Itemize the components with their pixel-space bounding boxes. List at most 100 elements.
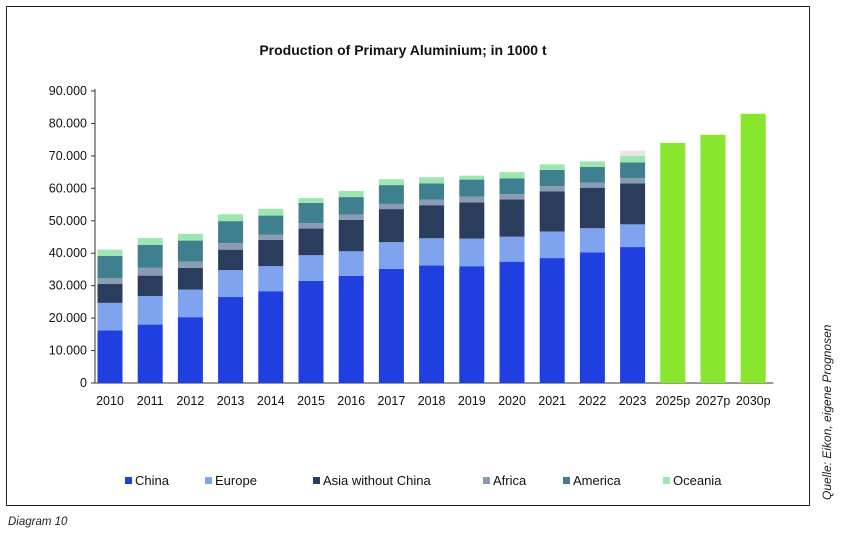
legend-swatch	[483, 477, 490, 484]
x-tick-label: 2010	[96, 394, 124, 408]
bar-segment	[499, 172, 525, 179]
bar-segment	[620, 155, 646, 163]
legend-swatch	[563, 477, 570, 484]
forecast-bar	[700, 134, 726, 383]
legend-swatch	[313, 477, 320, 484]
bar-segment	[177, 240, 203, 262]
bar-segment	[419, 199, 445, 206]
legend-label: China	[135, 473, 170, 488]
legend-label: America	[573, 473, 621, 488]
y-tick-label: 20.000	[49, 311, 87, 325]
bar-segment	[419, 238, 445, 266]
bar-segment	[338, 275, 364, 383]
x-tick-label: 2011	[137, 394, 164, 408]
bar-segment	[378, 242, 404, 269]
bar-segment	[579, 228, 605, 253]
bar-segment	[539, 169, 565, 187]
forecast-bar	[740, 113, 766, 383]
bar-segment	[620, 183, 646, 225]
bar-segment	[579, 161, 605, 167]
bar-segment	[298, 223, 324, 229]
bar-segment	[97, 284, 123, 303]
bar-segment	[258, 266, 284, 292]
x-tick-label: 2020	[498, 394, 526, 408]
bar-segment	[579, 187, 605, 229]
y-tick-label: 70.000	[49, 149, 87, 163]
bar-segment	[97, 330, 123, 383]
y-tick-label: 80.000	[49, 116, 87, 130]
bar-segment	[298, 228, 324, 256]
bar-segment	[459, 196, 485, 203]
bar-segment	[177, 289, 203, 318]
bar-segment	[137, 275, 163, 297]
bar-segment	[218, 270, 244, 298]
bar-segment	[539, 231, 565, 259]
legend-label: Africa	[493, 473, 527, 488]
bar-segment	[97, 255, 123, 279]
legend-swatch	[125, 477, 132, 484]
bar-segment	[620, 162, 646, 178]
plot-area: 0 10.000 20.000 30.000 40.000 50.000 60.000 70.…	[49, 84, 774, 408]
legend-swatch	[663, 477, 670, 484]
bar-segment	[499, 236, 525, 262]
bar-segment	[539, 258, 565, 383]
bar-segment	[579, 182, 605, 188]
bar-segment	[177, 317, 203, 383]
x-tick-label: 2027p	[696, 394, 731, 408]
bar-segment	[97, 249, 123, 256]
bar-segment	[258, 239, 284, 267]
bar-segment	[579, 166, 605, 183]
y-tick-label: 50.000	[49, 214, 87, 228]
bar-segment	[459, 202, 485, 239]
bar-segment	[419, 183, 445, 200]
bar-segment	[378, 185, 404, 204]
legend-swatch	[205, 477, 212, 484]
x-tick-label: 2018	[418, 394, 446, 408]
bar-segment	[539, 186, 565, 192]
bar-segment	[338, 197, 364, 215]
bar-segment	[378, 209, 404, 243]
x-tick-label: 2012	[176, 394, 204, 408]
bar-segment	[218, 297, 244, 383]
bar-segment	[579, 252, 605, 383]
bar-segment	[177, 233, 203, 241]
bar-segment	[177, 267, 203, 290]
y-tick-label: 0	[80, 376, 87, 390]
bar-segment	[218, 214, 244, 222]
bar-segment	[378, 203, 404, 210]
bar-segment	[298, 255, 324, 281]
legend: China Europe Asia without China Africa Ameri…	[125, 473, 722, 488]
y-tick-label: 60.000	[49, 181, 87, 195]
y-tick-label: 30.000	[49, 279, 87, 293]
bar-segment	[298, 198, 324, 203]
bar-segment	[459, 238, 485, 267]
chart-svg: Production of Primary Aluminium; in 1000…	[49, 42, 774, 488]
bar-segment	[218, 221, 244, 244]
bar-segment	[459, 266, 485, 383]
bar-segment	[97, 278, 123, 285]
legend-label: Oceania	[673, 473, 722, 488]
bar-segment	[539, 164, 565, 170]
y-tick-label: 90.000	[49, 84, 87, 98]
y-tick-label: 10.000	[49, 344, 87, 358]
bar-segment	[338, 251, 364, 276]
bar-segment	[338, 219, 364, 252]
x-tick-label: 2019	[458, 394, 486, 408]
y-tick-label: 40.000	[49, 246, 87, 260]
x-tick-label: 2022	[578, 394, 606, 408]
bar-segment	[137, 324, 163, 383]
bar-segment	[620, 224, 646, 248]
source-note: Quelle: Eikon, eigene Prognosen	[820, 324, 834, 500]
forecast-bar	[660, 142, 686, 383]
x-tick-label: 2017	[377, 394, 405, 408]
bar-segment	[378, 179, 404, 186]
legend-label: Europe	[215, 473, 257, 488]
bar-segment	[137, 244, 163, 268]
bar-segment	[459, 175, 485, 180]
bar-segment	[177, 261, 203, 268]
bar-segment	[218, 243, 244, 250]
chart-title: Production of Primary Aluminium; in 1000…	[259, 42, 547, 58]
bar-segment	[258, 234, 284, 240]
bar-segment	[419, 205, 445, 239]
bar-segment	[499, 261, 525, 383]
